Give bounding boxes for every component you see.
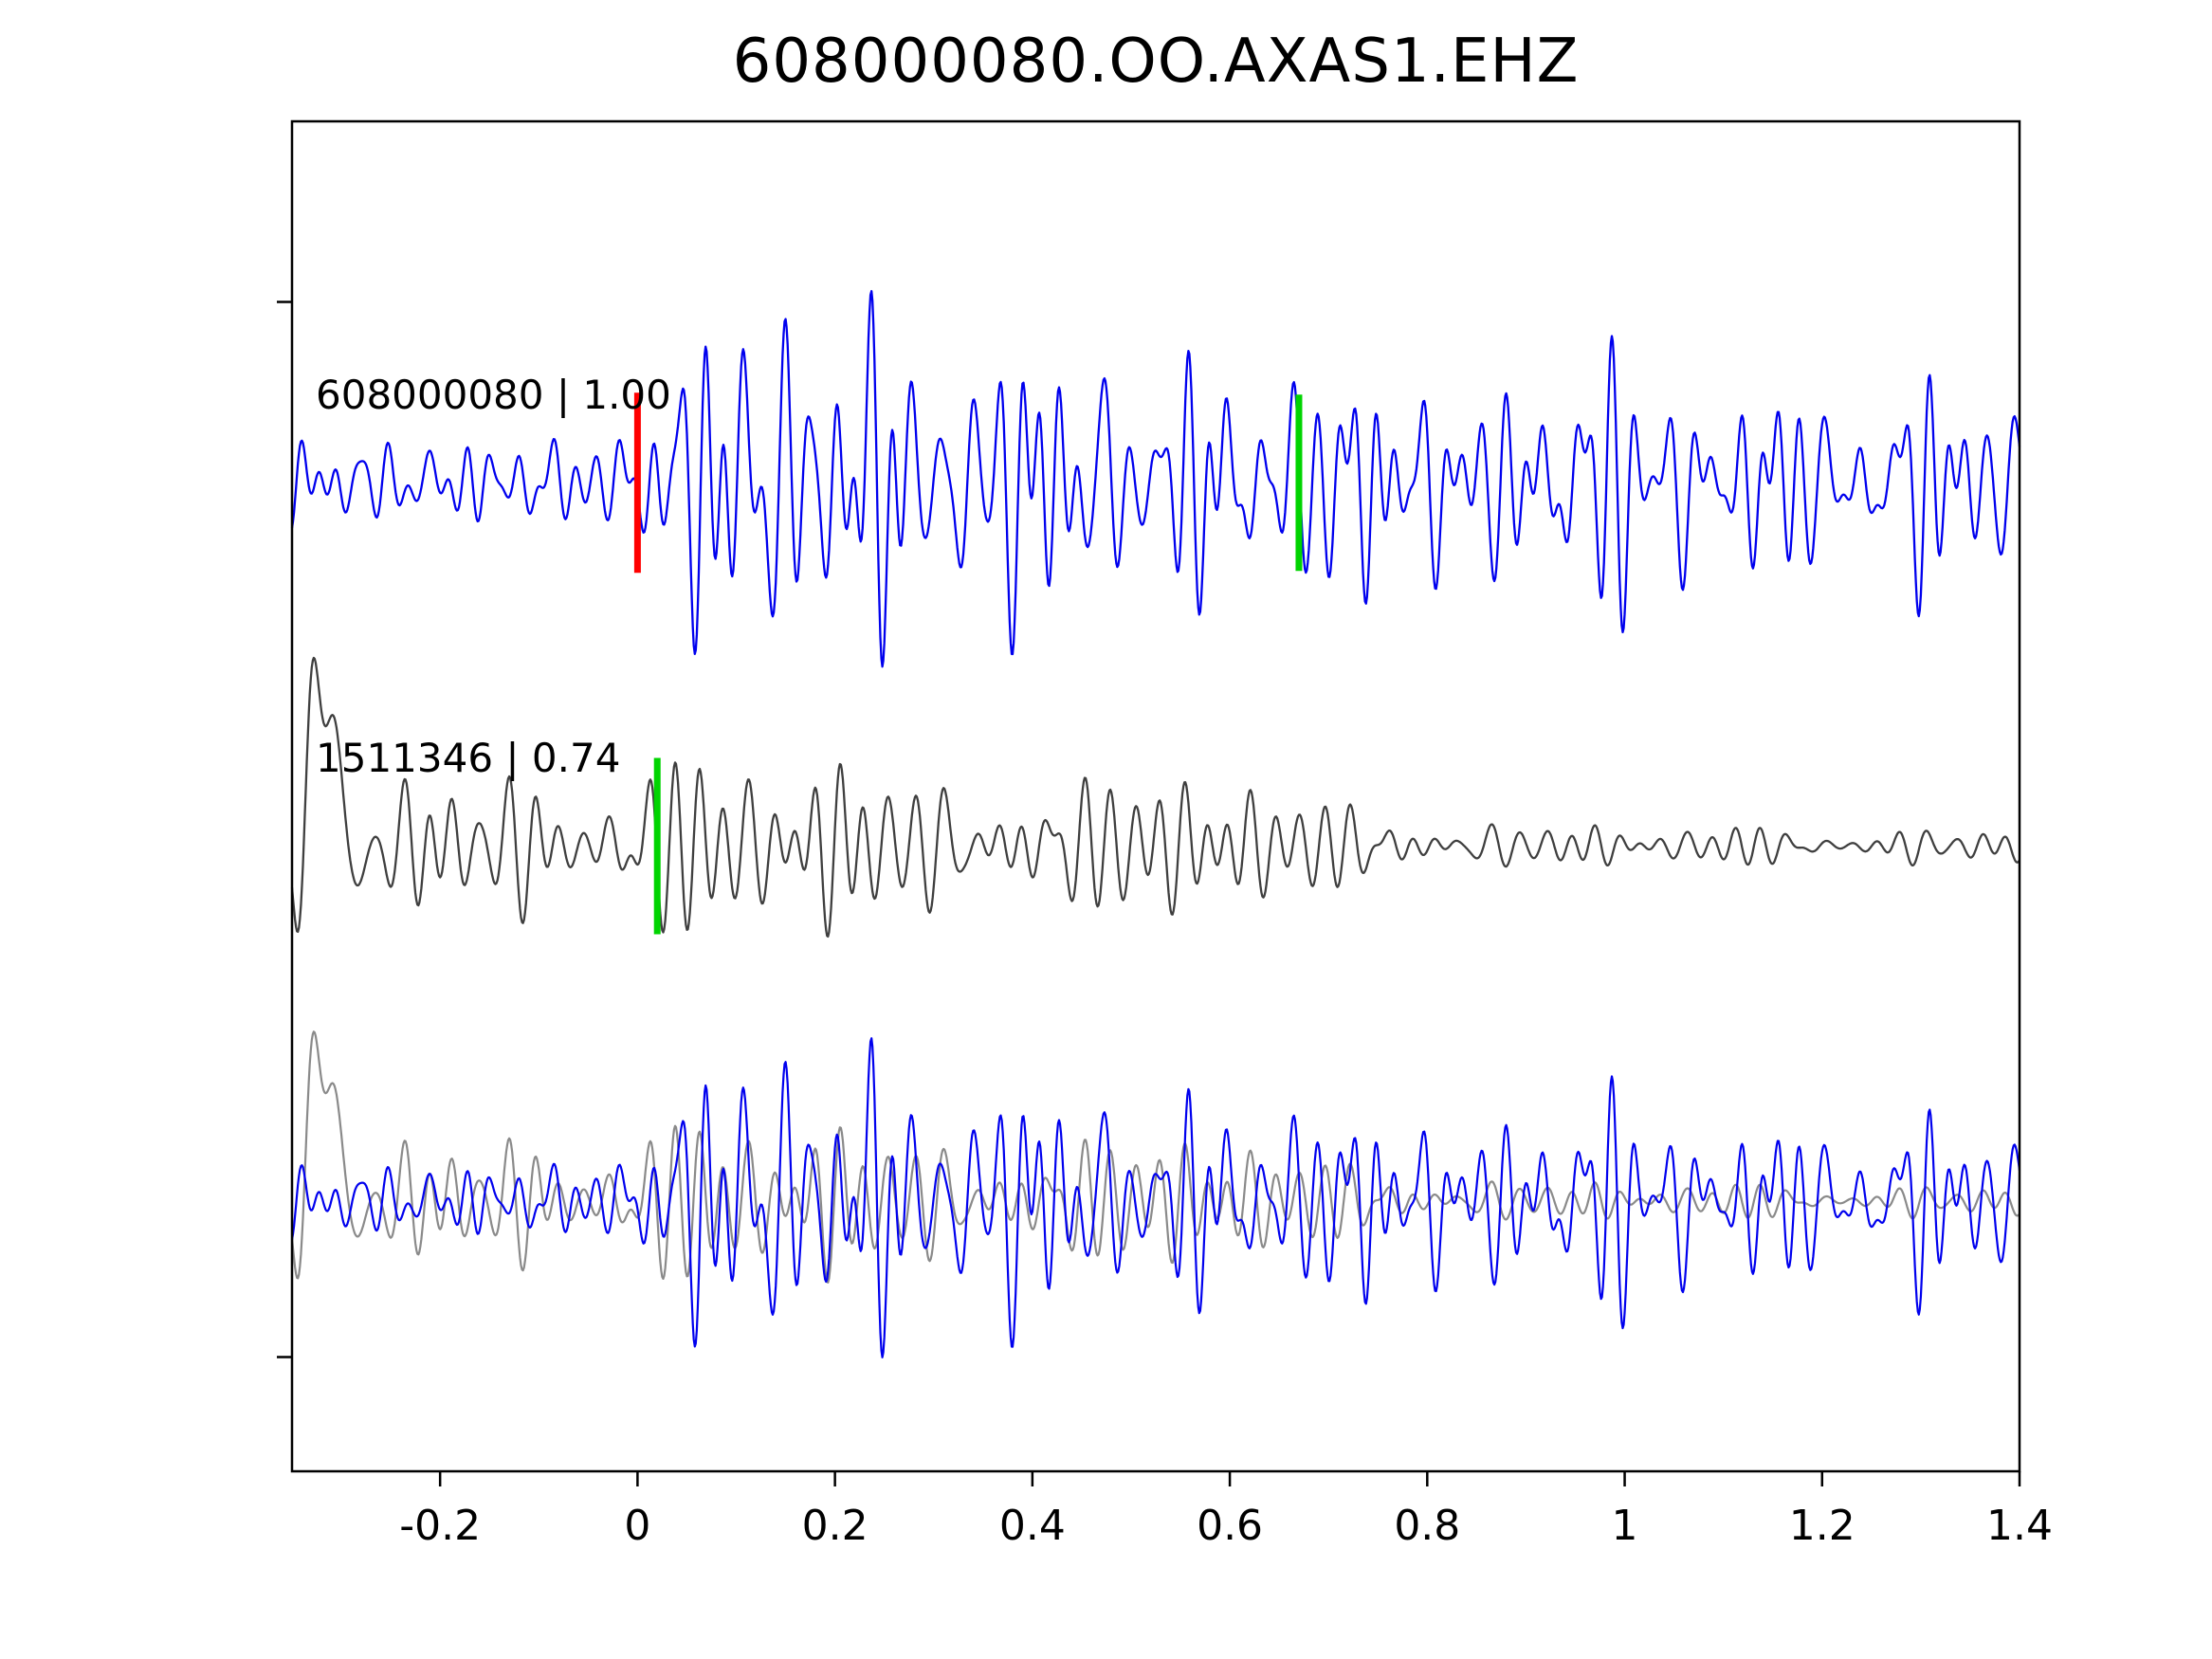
axes-frame: [290, 119, 2021, 1473]
x-axis-tick-label: 0: [624, 1502, 650, 1550]
reference-waveform-overlay: [290, 1037, 2021, 1358]
x-axis-tick-label: 0.8: [1394, 1502, 1460, 1550]
x-axis-tick-label: -0.2: [399, 1502, 481, 1550]
candidate-waveform: [290, 656, 2020, 939]
trace-label-candidate: 1511346 | 0.74: [316, 735, 621, 781]
reference-waveform: [290, 289, 2021, 668]
trace-label-reference: 608000080 | 1.00: [316, 372, 671, 418]
x-axis-tick-label: 1.2: [1789, 1502, 1856, 1550]
x-axis-tick-label: 1.4: [1986, 1502, 2053, 1550]
candidate-waveform-overlay: [290, 1030, 2020, 1284]
x-axis-tick-label: 0.2: [802, 1502, 868, 1550]
x-axis-tick-label: 0.4: [999, 1502, 1066, 1550]
chart-title: 608000080.OO.AXAS1.EHZ: [732, 27, 1580, 97]
x-axis-tick-label: 0.6: [1197, 1502, 1263, 1550]
x-axis-tick-label: 1: [1612, 1502, 1638, 1550]
